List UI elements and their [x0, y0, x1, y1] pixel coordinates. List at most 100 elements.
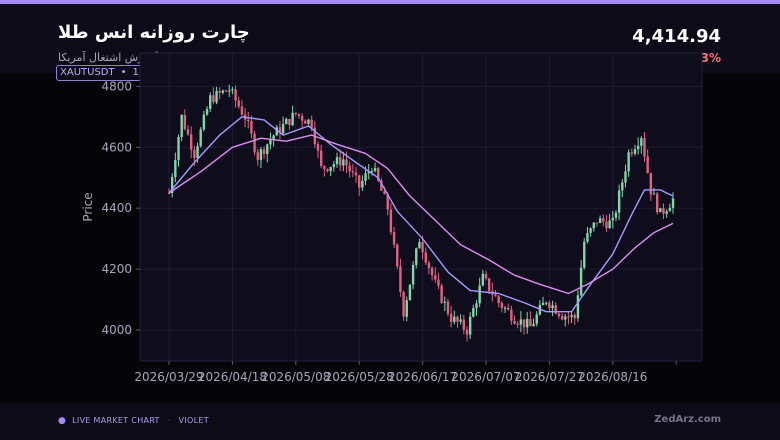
candle-body	[662, 208, 665, 214]
candle-body	[167, 192, 171, 194]
candle-body	[437, 279, 440, 286]
candle-body	[218, 90, 221, 93]
candle-body	[671, 198, 675, 208]
candle-body	[589, 228, 592, 233]
candle-body	[281, 124, 285, 134]
candle-body	[285, 118, 288, 125]
candle-body	[430, 267, 434, 276]
candle-body	[319, 150, 323, 166]
candle-body	[335, 157, 339, 165]
candle-body	[586, 232, 589, 242]
candle-body	[392, 232, 396, 245]
moving-average-line	[168, 116, 674, 313]
candle-body	[459, 319, 462, 322]
x-tick-label: 2026/07/27	[515, 370, 584, 384]
candle-body	[592, 222, 595, 229]
y-tick-label: 4800	[101, 79, 132, 93]
candle-body	[668, 207, 672, 212]
candle-body	[224, 90, 228, 92]
candle-body	[240, 106, 244, 115]
candle-body	[636, 145, 640, 150]
candle-body	[189, 134, 193, 150]
candle-body	[529, 319, 532, 327]
candle-body	[640, 138, 643, 146]
candle-body	[510, 309, 513, 321]
candle-body	[231, 89, 234, 91]
candle-body	[611, 217, 614, 221]
candle-body	[367, 171, 370, 174]
candle-body	[266, 144, 269, 154]
candle-body	[272, 135, 275, 140]
candle-body	[326, 169, 329, 172]
candle-body	[221, 90, 225, 93]
candle-body	[659, 208, 662, 213]
candle-body	[234, 89, 237, 101]
candle-body	[399, 266, 402, 293]
candle-body	[294, 112, 297, 114]
footer-separator: ·	[167, 416, 171, 425]
candle-body	[427, 262, 431, 268]
candle-body	[560, 316, 564, 320]
candle-body	[617, 190, 621, 213]
theme-label: VIOLET	[178, 416, 209, 425]
candle-body	[576, 295, 580, 319]
x-tick-label: 2026/08/16	[578, 370, 647, 384]
candle-body	[323, 165, 326, 170]
candle-body	[554, 305, 557, 314]
chart-title: چارت روزانه انس طلا	[58, 22, 250, 43]
candle-body	[621, 182, 624, 191]
candle-body	[237, 100, 240, 107]
candle-body	[205, 108, 209, 115]
y-tick-label: 4200	[101, 262, 132, 276]
candle-body	[183, 114, 187, 130]
candle-body	[449, 313, 453, 322]
candle-body	[415, 248, 418, 265]
candle-body	[478, 285, 481, 304]
chart-footer: ● LIVE MARKET CHART · VIOLET ZedArz.com	[0, 403, 780, 440]
candle-body	[186, 129, 190, 135]
candle-body	[646, 156, 649, 173]
candle-body	[421, 242, 424, 253]
candle-body	[377, 168, 380, 181]
candle-body	[405, 300, 408, 317]
y-tick-label: 4000	[101, 323, 132, 337]
candle-body	[487, 278, 491, 292]
candle-body	[583, 241, 586, 268]
candle-body	[614, 212, 618, 218]
candle-body	[570, 314, 573, 317]
candle-body	[494, 294, 497, 297]
candle-body	[345, 159, 348, 166]
moving-average-line	[168, 134, 674, 295]
brand-logo[interactable]: ZedArz.com	[654, 414, 721, 425]
x-tick-label: 2026/06/17	[388, 370, 457, 384]
candle-body	[370, 171, 374, 173]
candle-body	[199, 129, 202, 147]
candle-body	[506, 307, 510, 310]
candle-body	[497, 296, 500, 304]
candle-body	[259, 149, 263, 160]
candle-body	[472, 307, 475, 317]
candle-body	[453, 316, 456, 322]
candle-body	[170, 177, 174, 194]
candle-body	[389, 209, 393, 233]
live-dot-icon: ●	[58, 416, 67, 426]
candle-body	[396, 244, 399, 267]
candle-body	[354, 172, 358, 176]
candle-body	[548, 302, 551, 308]
candle-body	[418, 242, 421, 249]
candle-body	[567, 316, 570, 318]
candle-body	[605, 221, 608, 229]
candle-body	[624, 171, 627, 183]
candle-body	[307, 119, 310, 124]
candle-body	[633, 149, 637, 154]
candle-body	[545, 302, 548, 304]
candle-body	[256, 152, 259, 160]
candle-body	[342, 159, 345, 166]
candle-body	[411, 264, 415, 285]
candle-body	[361, 180, 364, 188]
candle-body	[193, 149, 196, 159]
candle-body	[177, 136, 180, 161]
candle-body	[215, 90, 218, 103]
candle-body	[300, 115, 304, 121]
